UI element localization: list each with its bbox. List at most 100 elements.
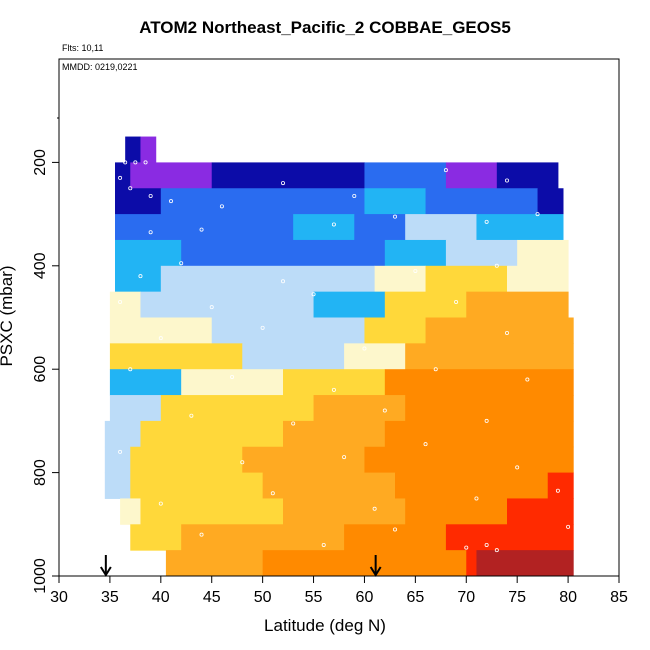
data-marker [484,542,489,547]
data-marker [209,305,214,310]
data-marker [566,524,571,529]
y-tick-label: 600 [32,356,49,383]
heatmap-cells [104,136,574,577]
heatmap-cell [547,472,574,499]
data-marker [494,263,499,268]
heatmap-cell [130,446,243,474]
x-tick-label: 60 [356,589,374,606]
heatmap-cell [181,369,284,396]
heatmap-cell [104,420,141,448]
x-tick-label: 35 [101,589,119,606]
data-marker [199,532,204,537]
heatmap-cell [115,239,182,267]
data-marker [118,175,123,180]
data-marker [352,194,357,199]
heatmap-cell [364,162,447,189]
data-marker [189,413,194,418]
heatmap-cell [384,420,574,448]
x-tick-label: 80 [559,589,577,606]
heatmap-cell [160,265,376,293]
x-tick-label: 30 [50,589,68,606]
data-marker [168,199,173,204]
heatmap-cell [109,343,243,370]
heatmap-cell [445,239,518,267]
heatmap-cell [211,317,365,344]
data-marker [270,491,275,496]
heatmap-cell [242,343,345,370]
data-marker [392,527,397,532]
heatmap-cell [476,214,564,241]
data-marker [433,367,438,372]
heatmap-cell [425,265,508,293]
data-marker [504,178,509,183]
heatmap-cell [211,162,365,189]
data-marker [494,548,499,553]
data-marker [158,336,163,341]
heatmap-cell [354,214,406,241]
heatmap-cell [293,214,355,241]
heatmap-cell [405,343,574,370]
heatmap-cell [104,446,131,474]
data-marker [158,501,163,506]
data-marker [525,377,530,382]
data-marker [372,506,377,511]
heatmap-cell [313,395,406,422]
heatmap-cell [242,446,365,474]
heatmap-cell [104,472,131,499]
data-marker [382,408,387,413]
data-marker [311,292,316,297]
y-axis: 200 400 600 800 1000 [32,117,60,594]
data-marker [240,460,245,465]
date-note: MMDD: 0219,0221 [62,62,138,72]
heatmap-cell [405,214,477,241]
data-marker [280,181,285,186]
heatmap-cell [466,550,477,577]
data-marker [474,496,479,501]
data-marker [138,274,143,279]
heatmap-cell [425,317,574,344]
heatmap-cell [130,162,213,189]
y-tick-label: 200 [32,149,49,176]
heatmap-cell [313,291,386,318]
heatmap-cell [283,420,386,448]
heatmap-cell [364,317,427,344]
heatmap-cell [115,265,162,293]
data-marker [291,421,296,426]
data-marker [280,279,285,284]
data-marker [128,186,133,191]
arrow-head [369,566,382,577]
heatmap-cell [130,472,264,499]
heatmap-cell [496,162,559,189]
data-marker [392,214,397,219]
heatmap-cell [115,162,131,189]
heatmap-cell [507,498,574,525]
heatmap-cell [476,550,574,577]
heatmap-cell [537,188,564,215]
heatmap-cell [344,524,447,551]
y-tick-label: 400 [32,252,49,279]
x-tick-label: 50 [254,589,272,606]
heatmap-cell [125,136,141,163]
y-tick-label: 1000 [32,558,49,594]
heatmap-cell [140,136,157,163]
heatmap-cell [181,239,386,267]
heatmap-cell [130,524,182,551]
heatmap-cell [140,498,284,525]
data-marker [230,374,235,379]
flights-note: Flts: 10,11 [62,43,104,53]
heatmap-cell [466,291,569,318]
heatmap-cell [109,291,141,318]
x-axis: 30 35 40 45 50 55 60 65 70 75 80 85 [50,575,628,606]
data-marker [260,325,265,330]
data-marker [331,387,336,392]
heatmap-cell [160,188,365,215]
heatmap-cell [109,369,182,396]
x-tick-label: 55 [305,589,323,606]
data-marker [555,488,560,493]
x-tick-label: 85 [610,589,628,606]
data-marker [362,346,367,351]
heatmap-cell [517,239,569,267]
heatmap-cell [140,420,284,448]
flight-arrows [99,555,382,577]
